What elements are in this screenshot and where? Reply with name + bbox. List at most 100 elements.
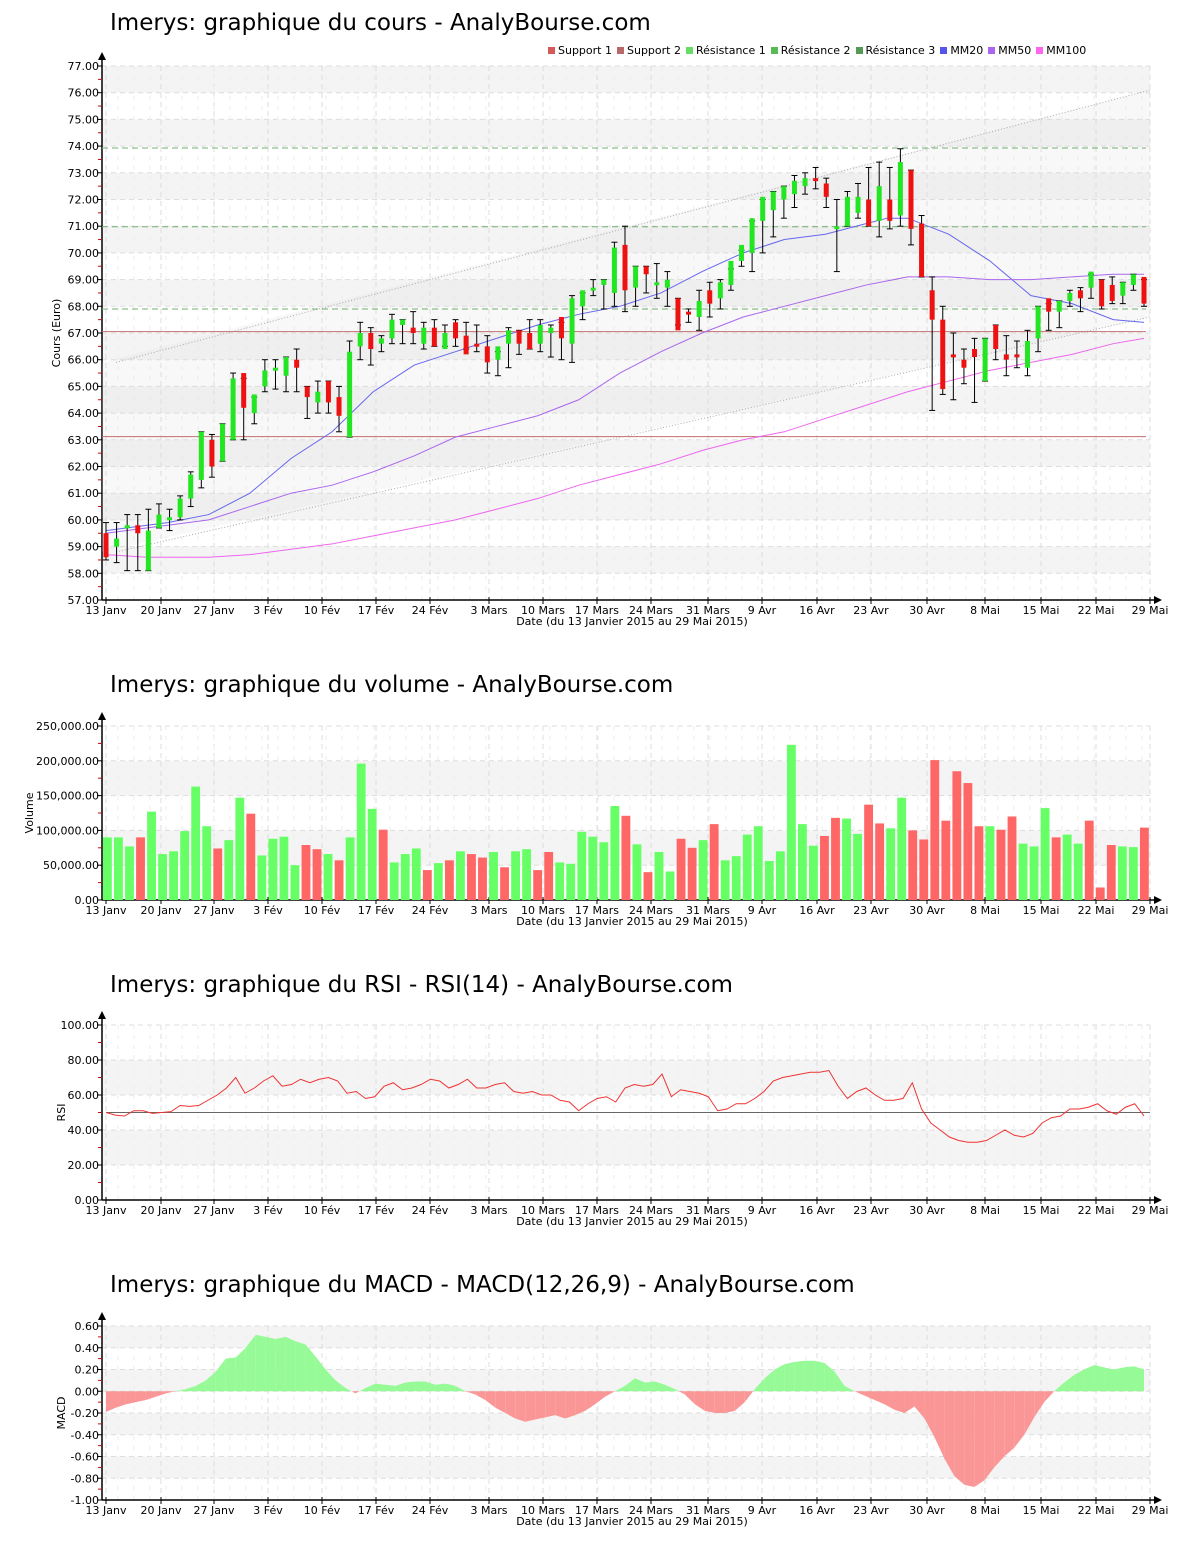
macd-area-segment [954,1391,965,1485]
macd-area-segment [255,1334,266,1392]
macd-area-segment [485,1391,496,1408]
macd-area-segment [365,1383,376,1392]
candlestick [1119,281,1126,305]
x-tick-label: 3 Mars [471,904,508,917]
macd-area-segment [964,1391,975,1487]
y-tick-label: 80.00 [68,1054,100,1067]
volume-bar [687,847,697,900]
legend-item-r-sistance-1: Résistance 1 [685,44,766,57]
volume-bar [246,813,256,900]
macd-area-segment [135,1391,146,1403]
x-tick-label: 20 Janv [141,1504,182,1517]
macd-area-segment [145,1391,156,1400]
macd-area-segment [884,1391,895,1410]
y-tick-label: 65.00 [68,380,100,393]
volume-bar [1128,847,1138,900]
volume-bar [136,837,145,900]
x-tick-label: 10 Fév [304,904,341,917]
x-tick-label: 23 Avr [853,1204,889,1217]
candlestick [272,359,279,390]
grid-band [102,439,1150,467]
candlestick [643,265,650,294]
candlestick [304,385,311,419]
legend-swatch-icon [988,47,996,54]
candlestick [738,244,745,267]
volume-bar [665,871,675,900]
volume-bar [456,851,465,900]
macd-area-segment [465,1391,476,1395]
candlestick [886,166,893,230]
legend-swatch-icon [548,47,555,54]
volume-bar [180,831,190,900]
volume-bar [114,837,123,900]
grid-band [102,1060,1150,1095]
volume-bar [930,760,940,900]
candlestick [611,241,618,307]
volume-bar [511,851,520,900]
volume-bar [1040,808,1050,900]
macd-area-segment [1004,1391,1015,1457]
volume-bar [742,834,752,900]
volume-bar [1117,846,1127,900]
macd-area-segment [654,1381,665,1392]
candlestick [727,260,734,291]
x-tick-label: 29 Mai [1132,1204,1169,1217]
candlestick [833,199,840,273]
grid-band [102,760,1150,796]
macd-area-segment [275,1336,286,1392]
candlestick [336,385,343,433]
volume-bar [820,835,829,900]
x-tick-label: 3 Mars [471,1504,508,1517]
y-tick-label: 200,000.00 [36,755,99,768]
candlestick [717,279,724,310]
x-tick-label: 23 Avr [853,904,889,917]
x-tick-label: 29 Mai [1132,904,1169,917]
grid-band [102,386,1150,414]
macd-area-segment [1014,1391,1025,1448]
macd-area-segment [205,1371,216,1392]
volume-bar [886,828,896,900]
y-tick-label: 69.00 [68,274,100,287]
volume-bar [919,839,929,900]
x-tick-label: 24 Mars [629,904,673,917]
candlestick [876,161,883,238]
x-tick-label: 23 Avr [853,604,889,617]
candlestick [1109,276,1116,305]
x-tick-label: 17 Mars [575,1504,619,1517]
candlestick [484,335,491,374]
y-axis-label: RSI [55,1104,68,1122]
volume-bar [698,840,708,900]
volume-chart-title: Imerys: graphique du volume - AnalyBours… [110,672,674,698]
candlestick [314,380,321,414]
candlestick [261,359,268,393]
volume-bar [775,851,785,900]
x-axis-arrow-icon [1154,1196,1162,1204]
volume-bar [290,865,300,900]
macd-area-segment [834,1371,845,1392]
x-tick-label: 17 Fév [358,1204,395,1217]
candlestick [791,174,798,209]
candlestick [357,321,364,361]
x-tick-label: 22 Mai [1078,1504,1115,1517]
volume-bar [213,848,223,900]
x-tick-label: 20 Janv [141,1204,182,1217]
y-tick-label: 250,000.00 [36,720,99,733]
y-axis-arrow-icon [98,1312,106,1320]
volume-bar [345,837,355,900]
candlestick [907,169,914,246]
candlestick [897,148,904,227]
macd-area-segment [1134,1366,1144,1392]
volume-bar [654,851,664,900]
x-tick-label: 3 Fév [253,1204,283,1217]
price-chart-panel: Imerys: graphique du cours - AnalyBourse… [0,0,1200,640]
macd-area-segment [605,1391,616,1397]
x-tick-label: 29 Mai [1132,604,1169,617]
macd-area-segment [235,1347,246,1392]
macd-area-segment [1044,1391,1055,1403]
candlestick [431,319,438,347]
x-tick-label: 13 Janv [86,604,127,617]
volume-bar [356,763,366,900]
candlestick [685,308,692,323]
x-tick-label: 13 Janv [86,1204,127,1217]
